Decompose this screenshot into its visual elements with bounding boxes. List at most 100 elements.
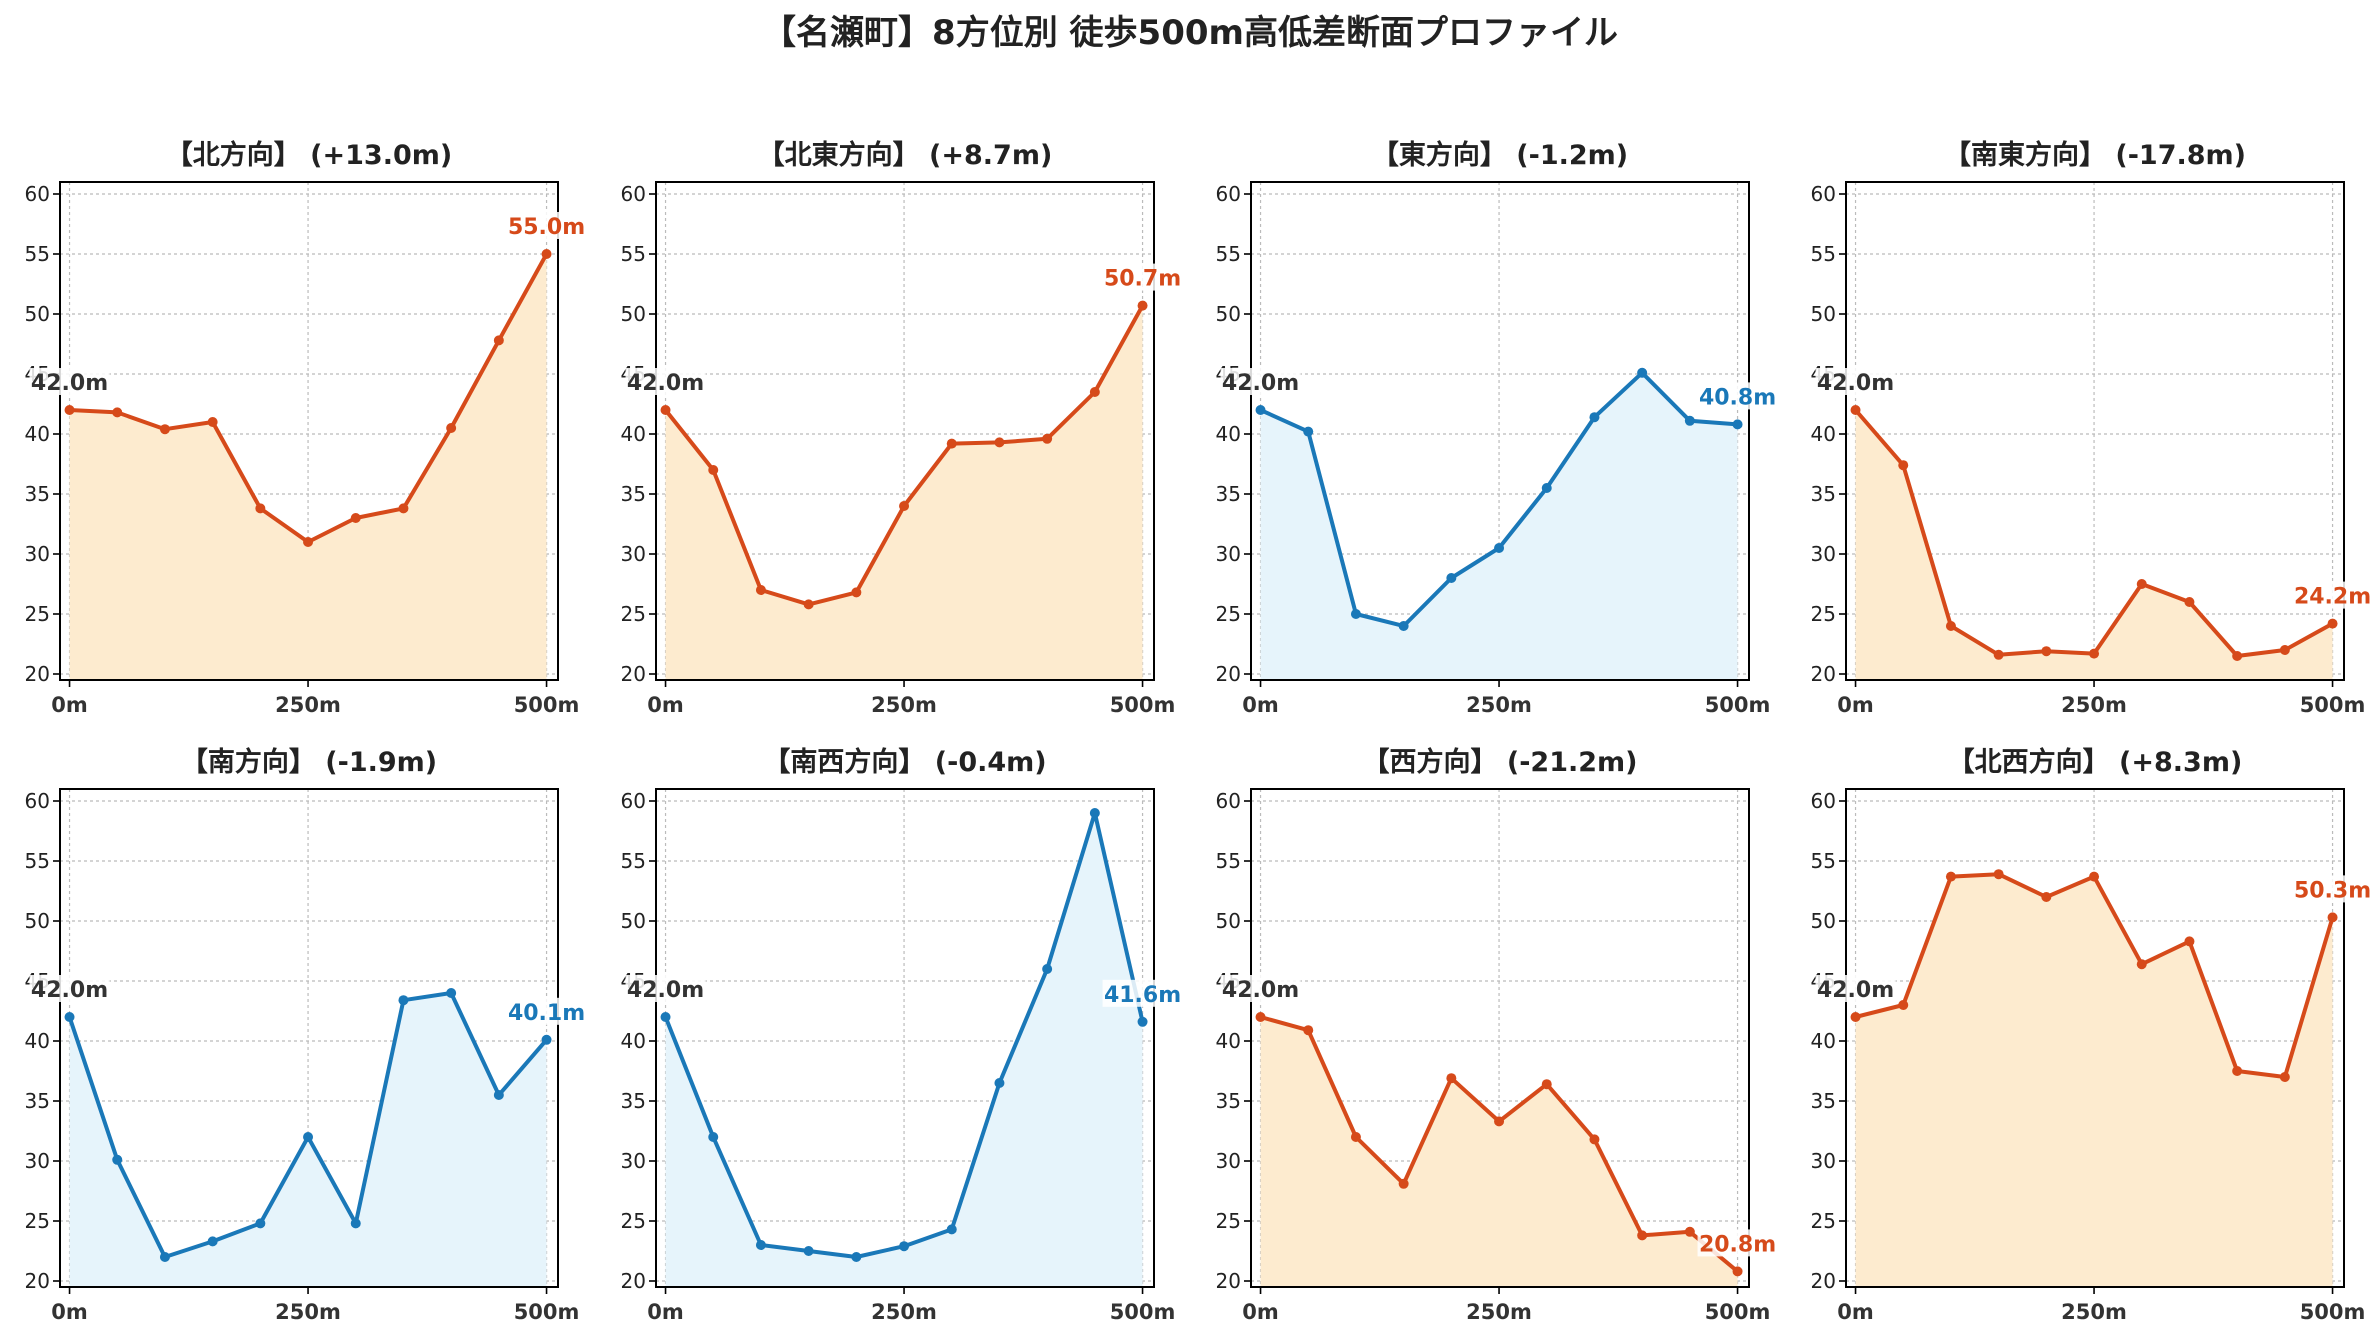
y-tick-label: 20 [25,1269,50,1293]
x-tick-label: 250m [2061,693,2127,717]
chart-panel-1: 【北東方向】 (+8.7m)2025303540455055600m250m50… [621,139,1183,717]
y-tick-label: 35 [1811,1089,1836,1113]
data-point [2279,645,2290,655]
plot-frame [1845,181,2345,681]
elevation-area [1855,874,2333,1287]
x-tick-label: 0m [1837,693,1874,717]
elevation-area [665,305,1143,680]
page-title: 【名瀬町】8方位別 徒歩500m高低差断面プロファイル [762,13,1618,53]
y-tick-label: 40 [621,1029,646,1053]
elevation-area [665,813,1143,1287]
y-tick-label: 40 [621,422,646,446]
data-point [1589,1134,1600,1145]
data-point [2327,618,2338,629]
start-elevation-label: 42.0m [1817,371,1894,396]
data-point [899,501,910,511]
data-point [2089,648,2100,659]
y-tick-label: 40 [1811,1029,1836,1053]
y-tick-label: 40 [1216,1029,1241,1053]
x-tick-label: 500m [1110,693,1176,717]
x-tick-label: 0m [647,693,684,717]
end-label-bg [1102,263,1183,291]
start-elevation-label: 42.0m [627,371,704,396]
y-tick-label: 60 [1811,789,1836,813]
y-tick-label: 50 [1811,909,1836,933]
data-point [1398,1178,1409,1189]
data-point [1137,1016,1148,1027]
data-point [303,537,314,547]
end-elevation-label: 40.1m [508,1001,585,1026]
data-point [1637,367,1648,378]
data-point [1303,1025,1314,1036]
data-point [493,335,504,346]
data-point [899,1241,910,1252]
x-tick-label: 250m [1466,693,1532,717]
end-elevation-label: 24.2m [2294,585,2371,610]
start-label-bg [29,975,110,1002]
y-tick-label: 55 [621,242,646,266]
y-tick-label: 35 [621,1089,646,1113]
data-point [2327,912,2338,923]
y-tick-label: 55 [1811,242,1836,266]
y-tick-label: 20 [621,1269,646,1293]
chart-panel-5: 【南西方向】 (-0.4m)2025303540455055600m250m50… [621,746,1183,1324]
x-tick-label: 0m [51,693,88,717]
start-label-bg [29,368,110,395]
data-point [64,405,75,415]
data-point [755,585,766,595]
panel-title: 【南方向】 (-1.9m) [181,746,437,778]
y-tick-label: 60 [25,789,50,813]
end-label-bg [1697,382,1778,410]
elevation-area [1260,1017,1738,1287]
start-label-bg [625,368,706,395]
data-point [1042,433,1053,444]
x-tick-label: 250m [275,1300,341,1324]
start-label-bg [1220,368,1301,395]
data-point [708,1132,719,1142]
data-point [159,424,170,435]
y-tick-label: 35 [25,482,50,506]
y-tick-label: 55 [1216,849,1241,873]
y-tick-label: 25 [25,602,50,626]
data-point [541,1034,552,1045]
plot-frame [1250,788,1750,1288]
data-point [1684,1226,1695,1237]
panel-title: 【南東方向】 (-17.8m) [1944,139,2246,171]
data-point [1732,1266,1743,1277]
y-tick-label: 55 [1811,849,1836,873]
data-point [1850,1012,1861,1022]
y-tick-label: 25 [25,1209,50,1233]
x-tick-label: 500m [2300,693,2366,717]
y-tick-label: 40 [1811,422,1836,446]
data-point [1637,1230,1648,1241]
y-tick-label: 35 [1216,1089,1241,1113]
y-tick-label: 30 [621,1149,646,1173]
y-tick-label: 30 [25,1149,50,1173]
y-tick-label: 30 [1811,1149,1836,1173]
start-elevation-label: 42.0m [1222,978,1299,1003]
end-label-bg [2292,581,2373,609]
y-tick-label: 35 [1216,482,1241,506]
data-point [1589,412,1600,423]
data-point [2136,579,2147,589]
data-point [2184,936,2195,947]
data-point [1089,808,1100,818]
data-point [2136,959,2147,970]
data-point [1255,405,1266,415]
data-point [1350,1132,1361,1142]
x-tick-label: 500m [1705,693,1771,717]
plot-frame [655,181,1155,681]
end-elevation-label: 50.3m [2294,878,2371,903]
data-point [755,1240,766,1250]
y-tick-label: 55 [25,242,50,266]
plot-frame [59,788,559,1288]
data-point [112,1154,123,1165]
x-tick-label: 0m [647,1300,684,1324]
data-point [1898,1000,1909,1010]
y-tick-label: 30 [1216,542,1241,566]
chart-panel-3: 【南東方向】 (-17.8m)2025303540455055600m250m5… [1811,139,2373,717]
data-point [2041,646,2052,657]
y-tick-label: 20 [1216,662,1241,686]
y-tick-label: 35 [25,1089,50,1113]
x-tick-label: 250m [275,693,341,717]
